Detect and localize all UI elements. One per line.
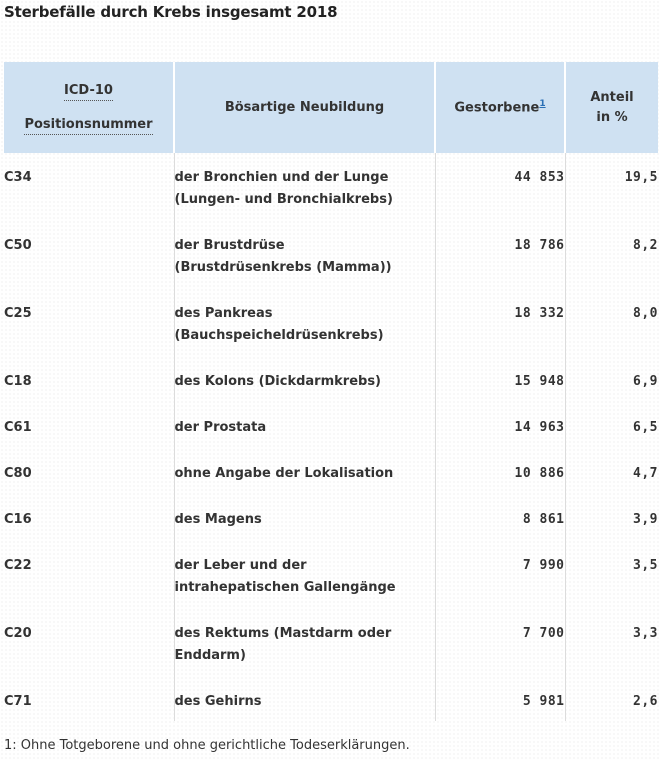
share-cell: 6,9 (633, 374, 658, 389)
cancer-deaths-table: ICD-10 Positionsnummer Bösartige Neubild… (4, 62, 658, 721)
icd-abbreviation[interactable]: ICD-10 (64, 82, 113, 101)
neoplasm-cell: der Leber und der intrahepatischen Gallen… (174, 541, 436, 609)
share-cell: 3,3 (633, 626, 658, 641)
deaths-cell: 7 700 (435, 609, 566, 677)
icd-code-cell: C18 (4, 357, 175, 403)
neoplasm-line2: (Brustdrüsenkrebs (Mamma)) (174, 260, 392, 275)
neoplasm-line2: (Bauchspeicheldrüsenkrebs) (174, 328, 384, 343)
icd-code-cell: C16 (4, 495, 175, 541)
share-cell: 6,5 (633, 420, 658, 435)
deaths-cell: 18 332 (435, 289, 566, 357)
share-cell: 8,0 (633, 306, 658, 321)
neoplasm-line1: der Brustdrüse (174, 238, 285, 253)
neoplasm-cell: des Rektums (Mastdarm oder Enddarm) (174, 609, 436, 677)
neoplasm-line1: des Pankreas (174, 306, 273, 321)
share-cell: 8,2 (633, 238, 658, 253)
table-header-row: ICD-10 Positionsnummer Bösartige Neubild… (4, 62, 658, 153)
neoplasm-line1: des Kolons (Dickdarmkrebs) (174, 374, 382, 389)
share-cell: 2,6 (633, 694, 658, 709)
table-row: C80 ohne Angabe der Lokalisation 10 886 … (4, 449, 658, 495)
icd-code-cell: C80 (4, 449, 175, 495)
share-cell: 3,5 (633, 558, 658, 573)
neoplasm-line1: ohne Angabe der Lokalisation (174, 466, 394, 481)
footnote-link[interactable]: 1 (539, 99, 546, 110)
deaths-cell: 10 886 (435, 449, 566, 495)
neoplasm-line2: (Lungen- und Bronchialkrebs) (174, 192, 393, 207)
header-deaths-label: Gestorbene (454, 100, 540, 116)
deaths-cell: 7 990 (435, 541, 566, 609)
icd-code-cell: C50 (4, 221, 175, 289)
share-cell: 19,5 (624, 170, 658, 185)
deaths-cell: 8 861 (435, 495, 566, 541)
share-cell: 4,7 (633, 466, 658, 481)
table-row: C71 des Gehirns 5 981 2,6 (4, 677, 658, 721)
deaths-cell: 15 948 (435, 357, 566, 403)
table-row: C22 der Leber und der intrahepatischen Ga… (4, 541, 658, 609)
neoplasm-line2: intrahepatischen Gallengänge (174, 580, 396, 595)
neoplasm-cell: des Magens (174, 495, 436, 541)
icd-code-cell: C61 (4, 403, 175, 449)
table-row: C25 des Pankreas (Bauchspeicheldrüsenkreb… (4, 289, 658, 357)
neoplasm-cell: der Prostata (174, 403, 436, 449)
neoplasm-line1: der Bronchien und der Lunge (174, 170, 389, 185)
icd-code-cell: C20 (4, 609, 175, 677)
share-cell: 3,9 (633, 512, 658, 527)
neoplasm-cell: des Gehirns (174, 677, 436, 721)
icd-code-cell: C22 (4, 541, 175, 609)
deaths-cell: 14 963 (435, 403, 566, 449)
table-row: C50 der Brustdrüse (Brustdrüsenkrebs (Mam… (4, 221, 658, 289)
neoplasm-line1: des Rektums (Mastdarm oder (174, 626, 392, 641)
neoplasm-line1: des Gehirns (174, 694, 262, 709)
deaths-cell: 5 981 (435, 677, 566, 721)
table-row: C34 der Bronchien und der Lunge (Lungen- … (4, 153, 658, 221)
neoplasm-cell: des Pankreas (Bauchspeicheldrüsenkrebs) (174, 289, 436, 357)
neoplasm-line2: Enddarm) (174, 648, 246, 663)
neoplasm-line1: der Leber und der (174, 558, 307, 573)
header-icd-code: ICD-10 Positionsnummer (4, 62, 175, 153)
header-neoplasm: Bösartige Neubildung (174, 62, 436, 153)
header-deaths: Gestorbene1 (435, 62, 566, 153)
footnote: 1: Ohne Totgeborene und ohne gerichtlich… (4, 738, 410, 753)
header-share: Anteil in % (565, 62, 658, 153)
header-share-line2: in % (596, 109, 628, 125)
page-title: Sterbefälle durch Krebs insgesamt 2018 (4, 3, 338, 21)
table-row: C16 des Magens 8 861 3,9 (4, 495, 658, 541)
icd-code-cell: C25 (4, 289, 175, 357)
neoplasm-line1: des Magens (174, 512, 262, 527)
deaths-cell: 18 786 (435, 221, 566, 289)
deaths-cell: 44 853 (435, 153, 566, 221)
icd-code-cell: C71 (4, 677, 175, 721)
header-share-line1: Anteil (590, 89, 634, 105)
table-row: C20 des Rektums (Mastdarm oder Enddarm) 7… (4, 609, 658, 677)
neoplasm-cell: des Kolons (Dickdarmkrebs) (174, 357, 436, 403)
neoplasm-cell: der Brustdrüse (Brustdrüsenkrebs (Mamma)) (174, 221, 436, 289)
neoplasm-line1: der Prostata (174, 420, 267, 435)
neoplasm-cell: ohne Angabe der Lokalisation (174, 449, 436, 495)
table-row: C18 des Kolons (Dickdarmkrebs) 15 948 6,… (4, 357, 658, 403)
icd-code-cell: C34 (4, 153, 175, 221)
neoplasm-cell: der Bronchien und der Lunge (Lungen- und … (174, 153, 436, 221)
position-number-abbreviation[interactable]: Positionsnummer (24, 116, 153, 135)
table-row: C61 der Prostata 14 963 6,5 (4, 403, 658, 449)
